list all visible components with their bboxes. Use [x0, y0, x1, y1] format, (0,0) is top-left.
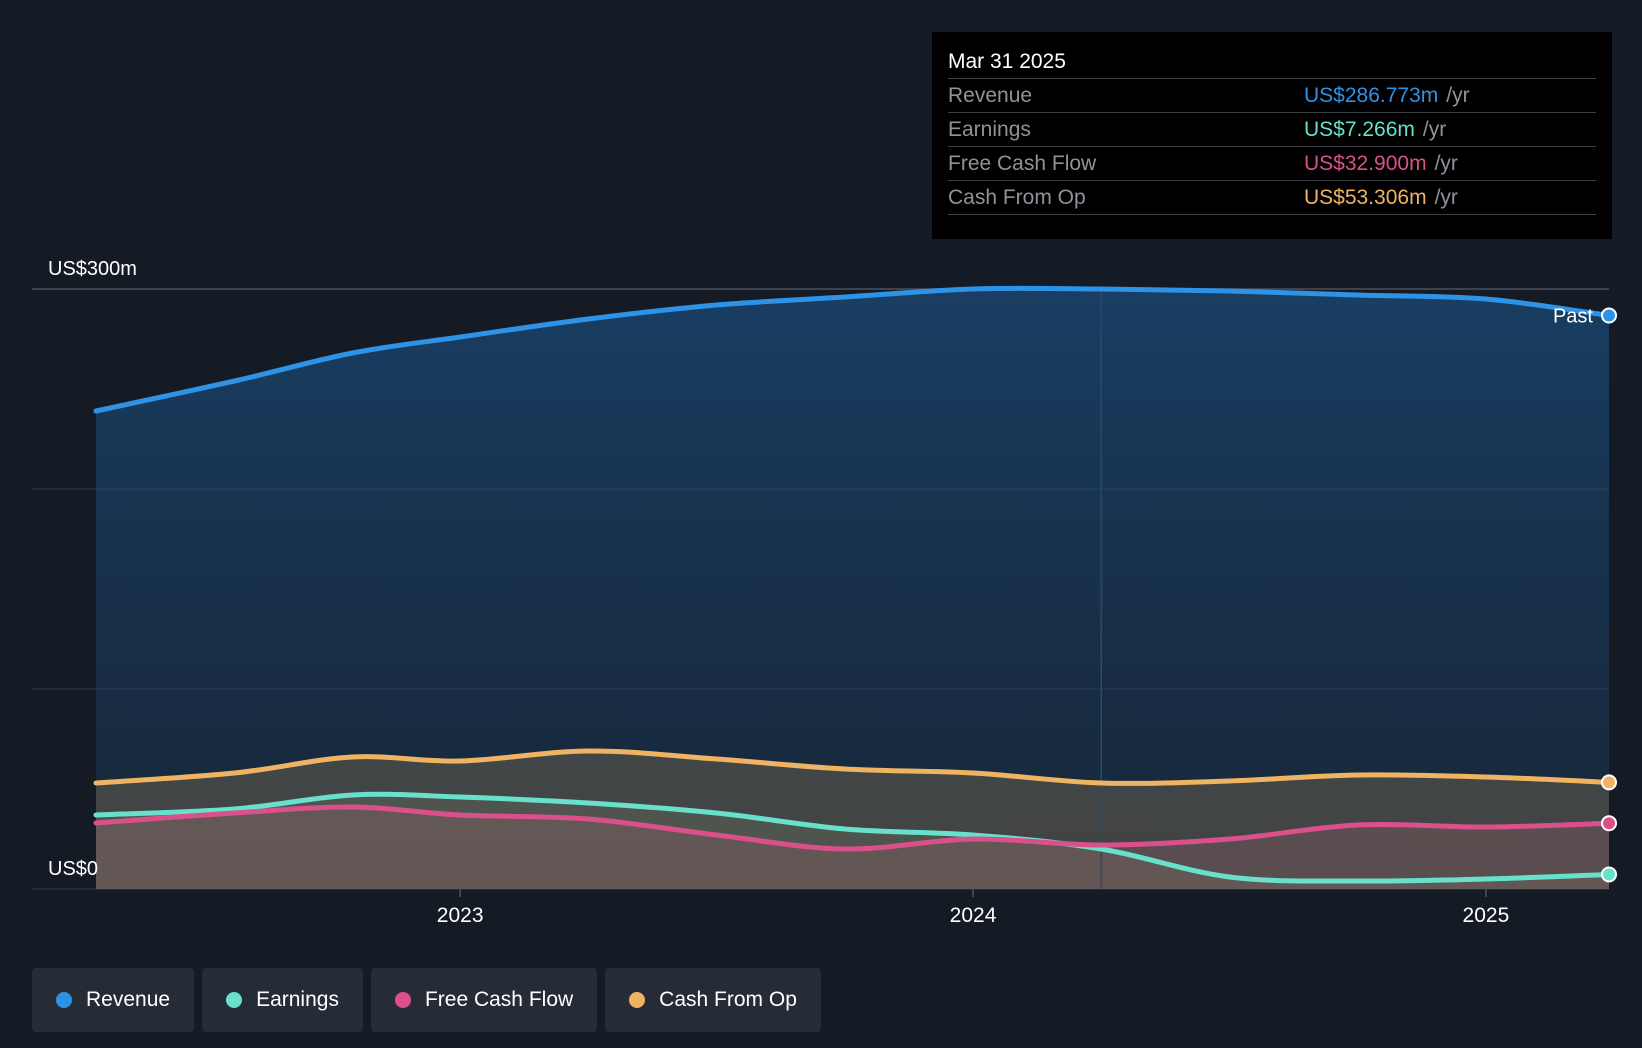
line-earnings [93, 791, 1612, 884]
endpoint-free-cash-flow [1601, 815, 1617, 832]
series-lines [93, 285, 1612, 884]
legend-dot-icon [56, 992, 72, 1008]
x-tick-label: 2024 [950, 904, 997, 927]
legend-dot-icon [226, 992, 243, 1008]
legend-dot-icon [629, 992, 646, 1008]
area-revenue [96, 288, 1609, 889]
x-tick-label: 2023 [437, 904, 484, 927]
legend-item-revenue[interactable]: Revenue [32, 968, 195, 1032]
area-cash-from-op [96, 750, 1609, 889]
endpoint-cash-from-op [1601, 774, 1617, 791]
series-endpoints [1601, 307, 1617, 883]
y-axis-label: US$0 [48, 858, 98, 880]
chart-legend: Revenue Earnings Free Cash Flow Cash Fro… [32, 968, 821, 1032]
tooltip-value: US$32.900m [1304, 151, 1427, 175]
axis-labels: US$300m US$0 2023 2024 2025 Past [48, 258, 1593, 927]
endpoint-revenue [1601, 307, 1617, 324]
tooltip-unit: /yr [1446, 83, 1470, 107]
legend-label: Earnings [256, 988, 339, 1011]
area-free-cash-flow [96, 806, 1609, 889]
legend-dot-icon [394, 992, 411, 1008]
tooltip-row-earnings: Earnings US$7.266m /yr [948, 112, 1596, 146]
tooltip-row-free-cash-flow: Free Cash Flow US$32.900m /yr [948, 146, 1596, 180]
tooltip-label: Earnings [948, 117, 1031, 141]
line-revenue [93, 285, 1612, 414]
endpoint-earnings [1601, 866, 1617, 883]
tooltip-label: Revenue [948, 83, 1033, 107]
tooltip-value: US$53.306m [1304, 185, 1427, 209]
legend-item-cash-from-op[interactable]: Cash From Op [605, 968, 821, 1032]
tooltip-label: Cash From Op [948, 185, 1086, 209]
legend-label: Cash From Op [659, 988, 797, 1011]
tooltip-value: US$7.266m [1304, 117, 1415, 141]
legend-item-earnings[interactable]: Earnings [202, 968, 363, 1032]
tooltip-row-revenue: Revenue US$286.773m /yr [948, 78, 1596, 112]
line-free-cash-flow [93, 804, 1612, 852]
past-label: Past [1553, 305, 1593, 327]
tooltip-unit: /yr [1434, 151, 1458, 175]
tooltip-row-cash-from-op: Cash From Op US$53.306m /yr [948, 180, 1596, 215]
tooltip-label: Free Cash Flow [948, 151, 1097, 175]
tooltip-value: US$286.773m [1304, 83, 1439, 107]
legend-label: Free Cash Flow [424, 988, 574, 1011]
tooltip-date: Mar 31 2025 [948, 50, 1066, 73]
line-cash-from-op [93, 748, 1612, 786]
tooltip-panel: Mar 31 2025 Revenue US$286.773m /yr Earn… [932, 32, 1612, 239]
tooltip-unit: /yr [1434, 185, 1458, 209]
tooltip-unit: /yr [1422, 117, 1447, 141]
y-axis-label: US$300m [48, 258, 137, 280]
legend-item-free-cash-flow[interactable]: Free Cash Flow [370, 968, 598, 1032]
x-tick-label: 2025 [1463, 904, 1510, 927]
legend-label: Revenue [86, 988, 171, 1011]
